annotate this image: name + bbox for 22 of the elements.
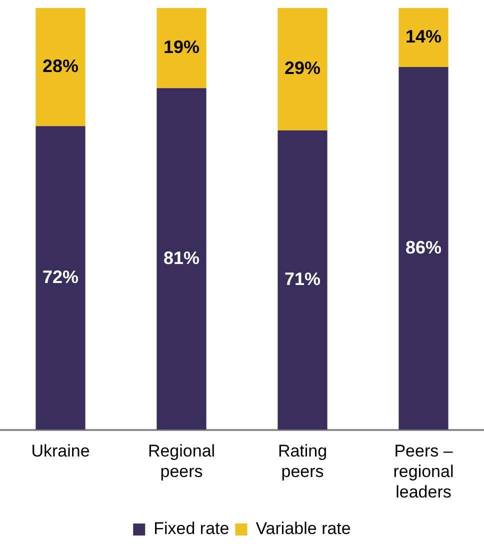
legend-label: Variable rate xyxy=(256,519,351,538)
legend-label: Fixed rate xyxy=(154,519,230,538)
bar xyxy=(36,126,86,430)
bar xyxy=(156,88,206,430)
data-label: 71% xyxy=(284,269,321,290)
data-label: 29% xyxy=(284,58,321,78)
data-label: 86% xyxy=(405,237,442,258)
bar xyxy=(278,130,328,430)
data-label: 14% xyxy=(405,26,442,46)
x-tick-label: Regional peers xyxy=(148,442,216,482)
bar xyxy=(398,8,448,68)
x-tick-label: Ukraine xyxy=(31,442,90,461)
bar xyxy=(156,8,206,88)
bar xyxy=(278,8,328,130)
x-tick-label: Rating peers xyxy=(278,442,328,482)
bar xyxy=(398,67,448,430)
x-tick-label: Peers – regional leaders xyxy=(393,442,454,502)
bar xyxy=(36,8,86,126)
data-label: 81% xyxy=(163,248,200,268)
data-label: 19% xyxy=(163,37,200,58)
data-label: 28% xyxy=(42,56,79,76)
data-label: 72% xyxy=(42,266,79,287)
